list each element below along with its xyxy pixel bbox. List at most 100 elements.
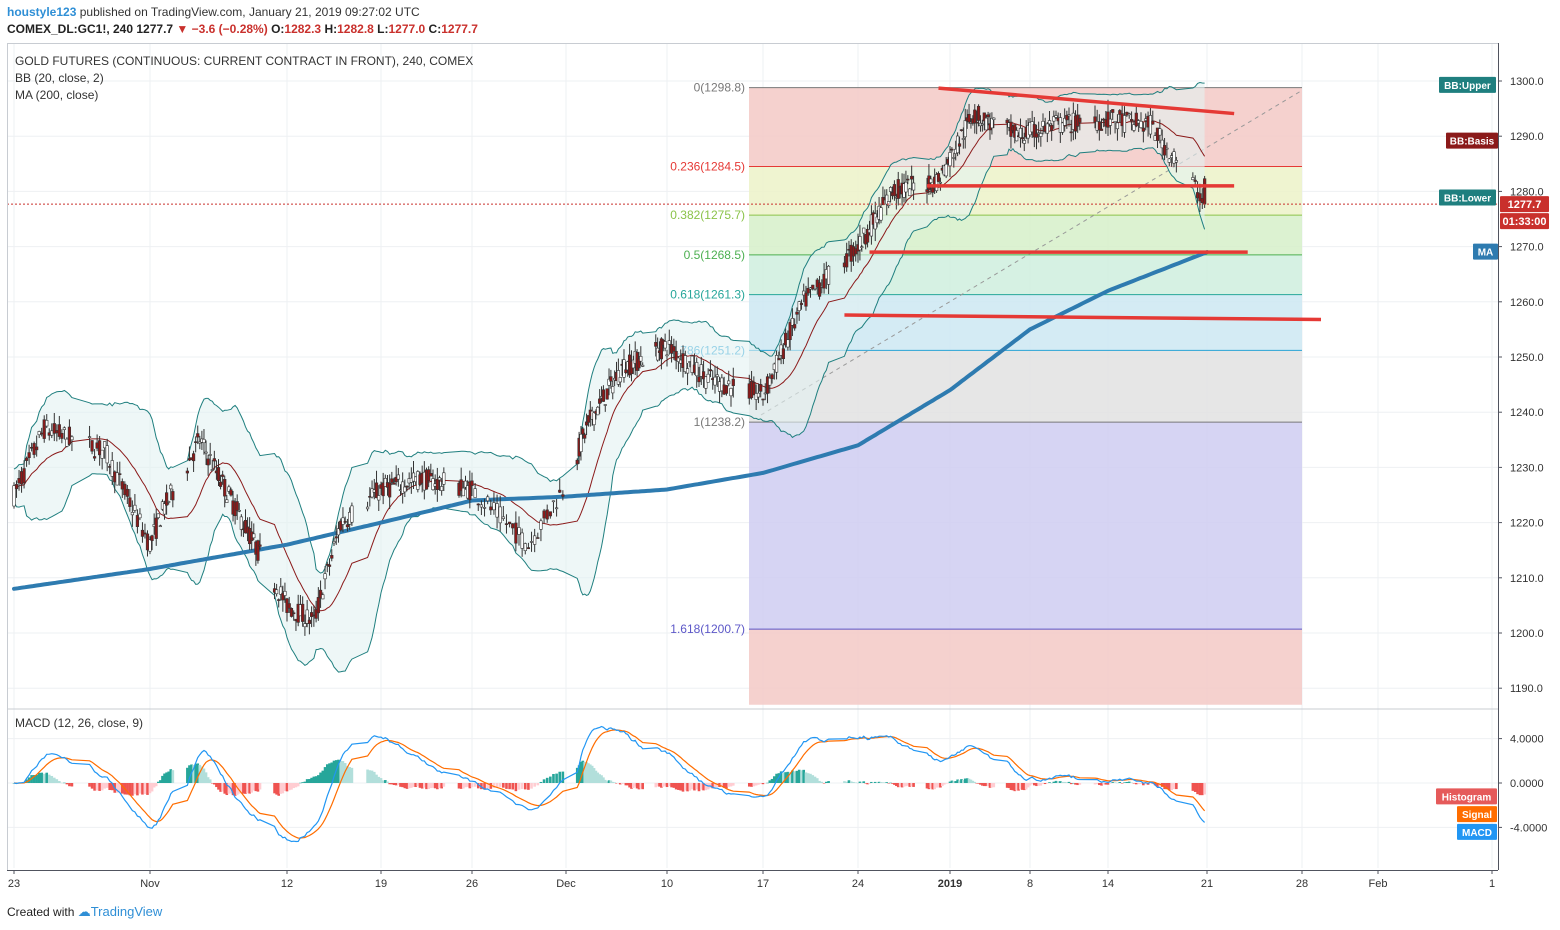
macd-histogram-bar	[489, 783, 493, 789]
candle-body	[318, 589, 323, 599]
macd-histogram-bar	[590, 765, 594, 783]
macd-line	[13, 725, 1206, 843]
macd-histogram-bar	[1050, 782, 1053, 784]
macd-histogram-bar	[699, 783, 703, 790]
ma-legend[interactable]: MA (200, close)	[15, 88, 99, 102]
macd-histogram-bar	[292, 783, 296, 789]
macd-histogram-bar	[416, 783, 420, 787]
candle-body	[950, 148, 954, 151]
macd-histogram-bar	[929, 783, 933, 789]
macd-histogram-bar	[143, 783, 147, 795]
time-tick-label: 21	[1201, 878, 1213, 890]
macd-histogram-bar	[925, 783, 929, 789]
macd-histogram-bar	[720, 783, 724, 787]
candle-body	[1134, 112, 1138, 127]
macd-histogram-bar	[498, 783, 502, 787]
macd-histogram-bar	[138, 783, 142, 794]
macd-histogram-bar	[931, 783, 935, 790]
macd-histogram-bar	[1139, 783, 1143, 785]
macd-histogram-bar	[152, 783, 156, 788]
macd-histogram-bar	[433, 783, 437, 789]
high-label: H:	[324, 22, 338, 36]
bb-lower-line	[13, 147, 1206, 673]
time-tick-label: Feb	[1369, 878, 1388, 890]
macd-histogram-bar	[583, 761, 587, 783]
close-label: C:	[428, 22, 442, 36]
macd-histogram-bar	[206, 777, 210, 783]
down-arrow-icon: ▼	[176, 22, 189, 36]
macd-histogram-bar	[343, 763, 347, 783]
macd-histogram-bar	[252, 783, 256, 791]
macd-histogram-bar	[120, 783, 124, 794]
author-link[interactable]: houstyle123	[7, 5, 77, 19]
candle-body	[975, 121, 979, 124]
candle-body	[22, 468, 26, 484]
macd-histogram-bar	[171, 770, 175, 783]
macd-histogram-bar	[825, 781, 828, 783]
candle-body	[210, 469, 214, 471]
macd-histogram-bar	[372, 771, 376, 783]
candle-body	[110, 460, 114, 477]
drawn-trend-line	[844, 313, 1322, 322]
candle-body	[777, 358, 781, 361]
macd-histogram-bar	[1039, 783, 1043, 786]
macd-histogram-bar	[436, 783, 439, 790]
macd-histogram-bar	[110, 783, 114, 791]
macd-histogram-bar	[906, 783, 910, 786]
candle-body	[1158, 128, 1162, 136]
macd-histogram-bar	[325, 764, 329, 783]
candle-body	[227, 486, 231, 492]
macd-histogram-bar	[103, 783, 106, 789]
candle-body	[908, 188, 912, 197]
macd-legend[interactable]: MACD (12, 26, close, 9)	[15, 716, 144, 730]
macd-histogram-bar	[885, 782, 889, 783]
candle-body	[482, 507, 487, 509]
time-tick-label: 8	[1027, 878, 1033, 890]
candle-body	[204, 451, 208, 454]
bb-legend[interactable]: BB (20, close, 2)	[15, 71, 104, 85]
macd-histogram-bar	[793, 771, 796, 783]
macd-histogram-bar	[410, 783, 413, 788]
price-tick-label: 1190.0	[1510, 683, 1543, 695]
macd-histogram-bar	[169, 769, 173, 783]
candle-body	[607, 378, 611, 386]
candle-body	[1097, 121, 1101, 131]
macd-histogram-bar	[414, 783, 417, 788]
bb-basis-tag: BB:Basis	[1450, 137, 1495, 148]
macd-histogram-bar	[598, 774, 601, 783]
macd-histogram-bar	[294, 783, 298, 788]
candle-body	[804, 292, 808, 307]
macd-histogram-bar	[845, 781, 848, 783]
macd-histogram-bar	[962, 779, 965, 783]
candle-body	[690, 355, 694, 373]
macd-histogram-bar	[486, 783, 489, 789]
tradingview-logo[interactable]: ☁TradingView	[77, 904, 163, 919]
macd-histogram-bar	[457, 783, 461, 789]
macd-histogram-bar	[1100, 783, 1103, 786]
candle-body	[486, 496, 490, 502]
macd-histogram-bar	[1142, 783, 1145, 786]
candle-body	[1054, 115, 1058, 118]
time-tick-label: 1	[1489, 878, 1495, 890]
candle-body	[1191, 177, 1195, 181]
close-value: 1277.7	[441, 22, 478, 36]
macd-tick-label: 0.0000	[1510, 778, 1544, 790]
macd-histogram-bar	[633, 783, 637, 787]
macd-histogram-bar	[766, 782, 769, 784]
candle-body	[952, 157, 956, 159]
candle-body	[1032, 124, 1036, 138]
macd-histogram-bar	[165, 772, 168, 783]
candle-body	[727, 380, 731, 385]
macd-histogram-bar	[587, 763, 590, 783]
candle-body	[793, 324, 797, 329]
macd-histogram-bar	[605, 781, 609, 783]
candle-body	[1093, 116, 1097, 123]
fib-level-label: 0.382(1275.7)	[670, 208, 745, 222]
macd-histogram-bar	[390, 783, 394, 785]
macd-histogram-bar	[661, 783, 665, 787]
macd-histogram-bar	[950, 780, 954, 783]
candle-body	[92, 456, 97, 459]
macd-histogram-bar	[1098, 783, 1101, 786]
candle-body	[596, 406, 600, 416]
